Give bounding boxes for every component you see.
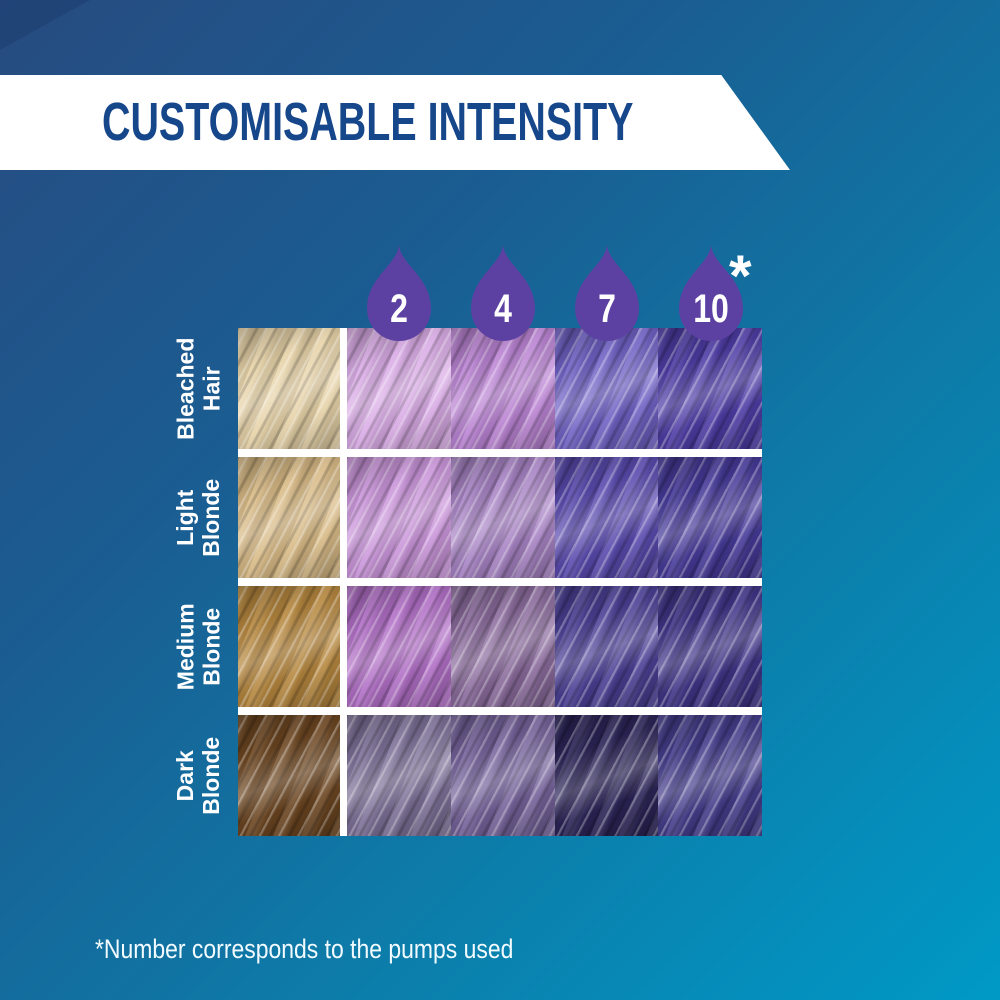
row-label-line: Medium (172, 603, 199, 690)
row-label-line: Blonde (198, 607, 225, 686)
row-label-line: Dark (172, 749, 199, 802)
footnote-marker: * (729, 244, 752, 309)
pump-count-label: 7 (598, 286, 616, 331)
row-label-light-blonde: Light Blonde (156, 457, 242, 578)
swatch-medium-pump7 (554, 586, 659, 707)
row-label-dark-blonde: Dark Blonde (156, 715, 242, 836)
row-label-medium-blonde: Medium Blonde (156, 586, 242, 707)
row-label-line: Light (172, 489, 199, 546)
swatch-dark-pump2 (347, 715, 451, 836)
pump-droplet-7: 7 (573, 243, 641, 343)
swatch-bleached-pump4 (450, 328, 555, 449)
pump-droplet-4: 4 (469, 243, 537, 343)
droplet-icon (471, 245, 535, 341)
swatch-row-bleached-hair (238, 328, 762, 449)
pump-count-label: 4 (494, 286, 512, 331)
swatch-bleached-pump2 (347, 328, 451, 449)
title-banner: CUSTOMISABLE INTENSITY (0, 75, 790, 170)
swatch-light-pump2 (347, 457, 451, 578)
swatch-row-medium-blonde (238, 586, 762, 707)
swatch-bleached-pump7 (554, 328, 659, 449)
pump-droplet-10: 10 (677, 243, 745, 343)
row-label-line: Bleached (172, 337, 199, 440)
page-title: CUSTOMISABLE INTENSITY (102, 92, 634, 152)
swatch-light-base (238, 457, 340, 578)
swatch-light-pump7 (554, 457, 659, 578)
swatch-row-light-blonde (238, 457, 762, 578)
row-label-line: Hair (198, 366, 225, 411)
pump-droplet-2: 2 (365, 243, 433, 343)
intensity-swatch-grid (238, 328, 762, 836)
swatch-medium-pump2 (347, 586, 451, 707)
swatch-light-pump10 (658, 457, 762, 578)
droplet-icon (575, 245, 639, 341)
swatch-dark-base (238, 715, 340, 836)
swatch-medium-pump10 (658, 586, 762, 707)
swatch-light-pump4 (450, 457, 555, 578)
swatch-bleached-pump10 (658, 328, 762, 449)
swatch-medium-pump4 (450, 586, 555, 707)
corner-accent-shape (0, 0, 90, 50)
swatch-medium-base (238, 586, 340, 707)
row-label-line: Blonde (197, 478, 224, 557)
swatch-dark-pump10 (658, 715, 762, 836)
swatch-row-dark-blonde (238, 715, 762, 836)
swatch-bleached-base (238, 328, 340, 449)
droplet-icon (679, 245, 743, 341)
row-label-bleached-hair: Bleached Hair (156, 328, 242, 449)
pump-count-label: 10 (693, 286, 729, 331)
droplet-icon (367, 245, 431, 341)
swatch-dark-pump4 (450, 715, 555, 836)
row-label-line: Blonde (197, 736, 224, 815)
footnote-text: *Number corresponds to the pumps used (95, 934, 514, 964)
swatch-dark-pump7 (554, 715, 659, 836)
pump-count-label: 2 (390, 286, 408, 331)
